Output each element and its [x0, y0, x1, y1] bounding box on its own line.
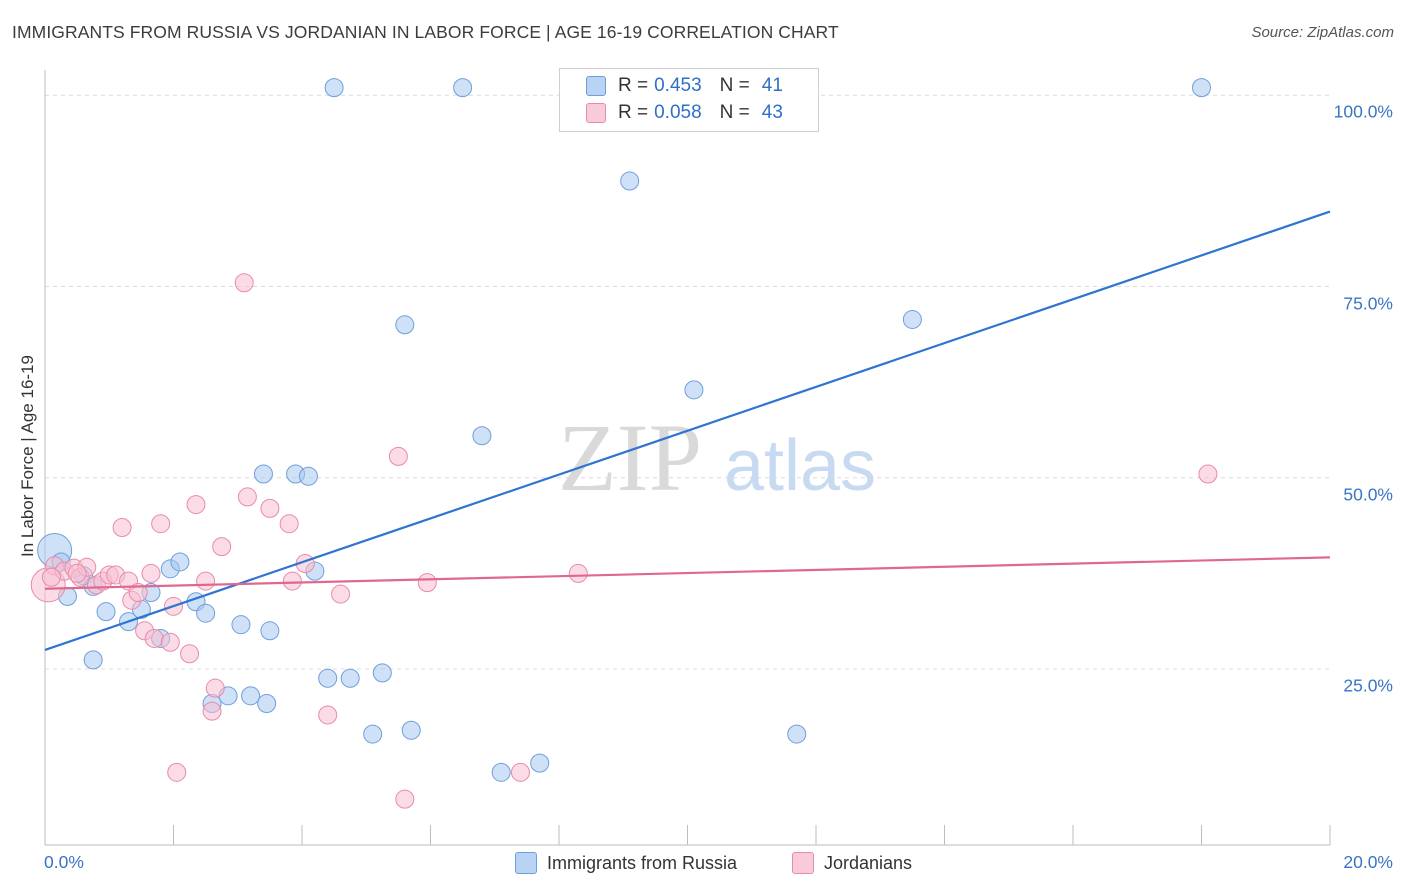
jordanian-point: [141, 563, 161, 583]
russia-point: [787, 724, 807, 744]
r-label: R =: [618, 102, 649, 123]
jordanian-point: [234, 273, 254, 293]
jordanian-point: [212, 537, 232, 557]
legend-row-jordanians: R = 0.058 N = 43: [586, 100, 783, 126]
jordanian-point: [279, 514, 299, 534]
russia-point: [83, 650, 103, 670]
watermark-zip: ZIP: [558, 404, 702, 511]
jordanian-trend-line: [44, 556, 1331, 590]
y-tick-label: 75.0%: [1343, 293, 1393, 314]
jordanian-point: [282, 571, 302, 591]
jordanian-point: [205, 678, 225, 698]
x-tick-label-min: 0.0%: [44, 852, 84, 872]
legend-row-russia: R = 0.453 N = 41: [586, 73, 783, 99]
y-axis-label: In Labor Force | Age 16-19: [18, 355, 37, 557]
jordanians-swatch: [586, 103, 606, 123]
y-tick-label: 50.0%: [1343, 484, 1393, 505]
jordanians-n-value: 43: [761, 102, 783, 123]
russia-point: [401, 720, 421, 740]
russia-point: [231, 615, 251, 635]
russia-point: [260, 621, 280, 641]
jordanian-point: [41, 567, 61, 587]
russia-point: [298, 466, 318, 486]
russia-n-value: 41: [761, 75, 783, 96]
trend-lines: [44, 210, 1331, 651]
russia-point: [257, 693, 277, 713]
russia-point: [196, 603, 216, 623]
russia-point: [324, 78, 344, 98]
bottom-legend-russia: Immigrants from Russia: [515, 852, 737, 874]
jordanian-point: [237, 487, 257, 507]
russia-point: [372, 663, 392, 683]
jordanians-r-value: 0.058: [654, 102, 702, 123]
n-label: N =: [719, 102, 750, 123]
jordanian-point: [128, 583, 148, 603]
russia-point: [318, 668, 338, 688]
watermark: ZIP atlas: [558, 404, 876, 511]
data-points: [30, 78, 1218, 809]
russia-point: [472, 426, 492, 446]
stats-legend: R = 0.453 N = 41 R = 0.058 N = 43: [559, 68, 819, 132]
russia-point: [684, 380, 704, 400]
russia-r-value: 0.453: [654, 75, 702, 96]
russia-point: [241, 686, 261, 706]
russia-point: [253, 464, 273, 484]
russia-point: [170, 552, 190, 572]
jordanian-point: [510, 762, 530, 782]
jordanian-point: [186, 495, 206, 515]
jordanian-point: [167, 762, 187, 782]
jordanian-point: [112, 518, 132, 538]
y-tick-label: 25.0%: [1343, 675, 1393, 696]
jordanian-point: [260, 498, 280, 518]
russia-point: [530, 753, 550, 773]
jordanian-point: [151, 514, 171, 534]
n-label: N =: [719, 75, 750, 96]
jordanian-point: [67, 563, 87, 583]
russia-point: [620, 171, 640, 191]
chart-title: IMMIGRANTS FROM RUSSIA VS JORDANIAN IN L…: [12, 22, 839, 42]
jordanian-point: [331, 584, 351, 604]
jordanians-legend-swatch: [792, 852, 814, 874]
jordanian-point: [318, 705, 338, 725]
watermark-atlas: atlas: [724, 426, 876, 506]
russia-legend-swatch: [515, 852, 537, 874]
r-label: R =: [618, 75, 649, 96]
jordanian-point: [417, 573, 437, 593]
source-label: Source: ZipAtlas.com: [1251, 24, 1394, 41]
russia-trend-line: [44, 210, 1331, 651]
russia-legend-label: Immigrants from Russia: [547, 852, 738, 873]
jordanians-legend-label: Jordanians: [824, 852, 913, 873]
russia-point: [1192, 78, 1211, 98]
russia-point: [340, 668, 360, 688]
bottom-legend-jordanians: Jordanians: [792, 852, 912, 874]
jordanian-point: [388, 446, 408, 466]
x-tick-label-max: 20.0%: [1343, 852, 1393, 872]
russia-point: [363, 724, 383, 744]
russia-point: [395, 315, 415, 335]
russia-point: [96, 602, 116, 622]
axes: [44, 70, 1331, 846]
jordanian-point: [196, 571, 216, 591]
jordanian-point: [202, 701, 222, 721]
y-tick-label: 100.0%: [1333, 101, 1393, 122]
jordanian-point: [160, 632, 180, 652]
jordanian-point: [1198, 464, 1218, 484]
russia-point: [902, 309, 922, 329]
russia-point: [491, 762, 511, 782]
jordanian-point: [395, 789, 415, 809]
russia-swatch: [586, 76, 606, 96]
jordanian-point: [568, 563, 588, 583]
jordanian-point: [144, 628, 164, 648]
russia-point: [453, 78, 473, 98]
jordanian-point: [180, 644, 200, 664]
